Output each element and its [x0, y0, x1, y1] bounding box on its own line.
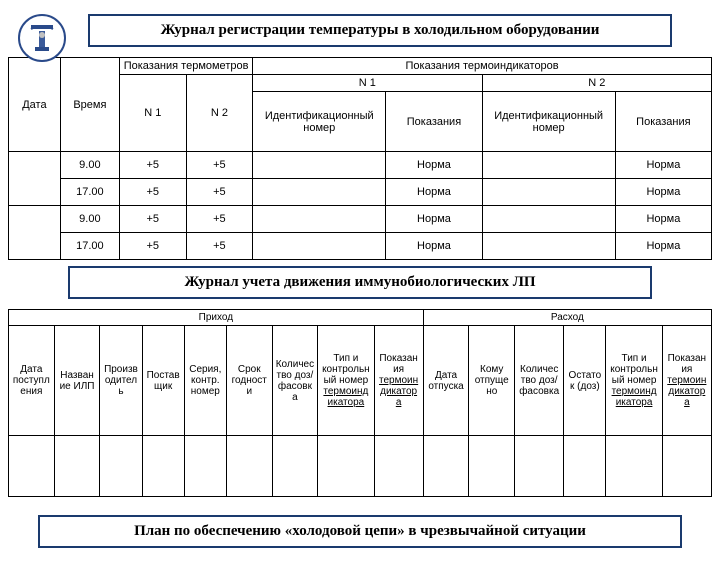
cell-r2: Норма [615, 206, 711, 233]
col-4: Поставщик [142, 326, 184, 436]
cell-r1: Норма [386, 179, 482, 206]
logo-icon [18, 14, 66, 62]
hdr-indicator: Показания термоиндикаторов [253, 58, 712, 75]
hdr-idnum-2: Идентификационный номер [482, 92, 615, 152]
col-8: Тип и контрольный номер термоиндикатора [318, 326, 374, 436]
cell-r1: Норма [386, 206, 482, 233]
cell-n2: +5 [186, 233, 253, 260]
col-11: Кому отпущено [469, 326, 515, 436]
cell-r2: Норма [615, 233, 711, 260]
cell-time: 17.00 [60, 233, 119, 260]
col-10: Дата отпуска [423, 326, 469, 436]
hdr-idnum-1: Идентификационный номер [253, 92, 386, 152]
col-14: Тип и контрольный номер термоиндикатора [606, 326, 662, 436]
hdr-ind-n2: N 2 [482, 75, 711, 92]
table-row: 9.00 +5 +5 Норма Норма [9, 206, 712, 233]
col-5: Серия, контр. номер [184, 326, 226, 436]
hdr-n2: N 2 [186, 75, 253, 152]
col-12: Количество доз/фасовка [515, 326, 564, 436]
cell-r1: Норма [386, 152, 482, 179]
cell-n2: +5 [186, 152, 253, 179]
table-row: 17.00 +5 +5 Норма Норма [9, 233, 712, 260]
hdr-thermo: Показания термометров [119, 58, 252, 75]
cell-r2: Норма [615, 152, 711, 179]
hdr-date: Дата [9, 58, 61, 152]
cell-time: 17.00 [60, 179, 119, 206]
cell-time: 9.00 [60, 152, 119, 179]
col-7: Количество доз/фасовка [272, 326, 318, 436]
hdr-reading-1: Показания [386, 92, 482, 152]
title-3: План по обеспечению «холодовой цепи» в ч… [38, 515, 682, 548]
col-13: Остаток (доз) [564, 326, 606, 436]
cell-n1: +5 [119, 233, 186, 260]
col-9: Показания термоиндикатора [374, 326, 423, 436]
col-3: Производитель [100, 326, 142, 436]
cell-time: 9.00 [60, 206, 119, 233]
cell-n1: +5 [119, 152, 186, 179]
hdr-outgoing: Расход [423, 310, 711, 326]
cell-n1: +5 [119, 206, 186, 233]
col-2: Название ИЛП [54, 326, 100, 436]
col-15: Показания термоиндикатора [662, 326, 711, 436]
temperature-log-table: Дата Время Показания термометров Показан… [8, 57, 712, 260]
title-1: Журнал регистрации температуры в холодил… [88, 14, 672, 47]
cell-n1: +5 [119, 179, 186, 206]
cell-r2: Норма [615, 179, 711, 206]
cell-r1: Норма [386, 233, 482, 260]
hdr-ind-n1: N 1 [253, 75, 482, 92]
col-6: Срок годности [226, 326, 272, 436]
hdr-n1: N 1 [119, 75, 186, 152]
hdr-reading-2: Показания [615, 92, 711, 152]
cell-n2: +5 [186, 179, 253, 206]
col-1: Дата поступления [9, 326, 55, 436]
cell-n2: +5 [186, 206, 253, 233]
hdr-incoming: Приход [9, 310, 424, 326]
table-row: 9.00 +5 +5 Норма Норма [9, 152, 712, 179]
hdr-time: Время [60, 58, 119, 152]
table-row: 17.00 +5 +5 Норма Норма [9, 179, 712, 206]
movement-log-table: Приход Расход Дата поступления Название … [8, 309, 712, 497]
table-row [9, 436, 712, 497]
title-2: Журнал учета движения иммунобиологически… [68, 266, 652, 299]
